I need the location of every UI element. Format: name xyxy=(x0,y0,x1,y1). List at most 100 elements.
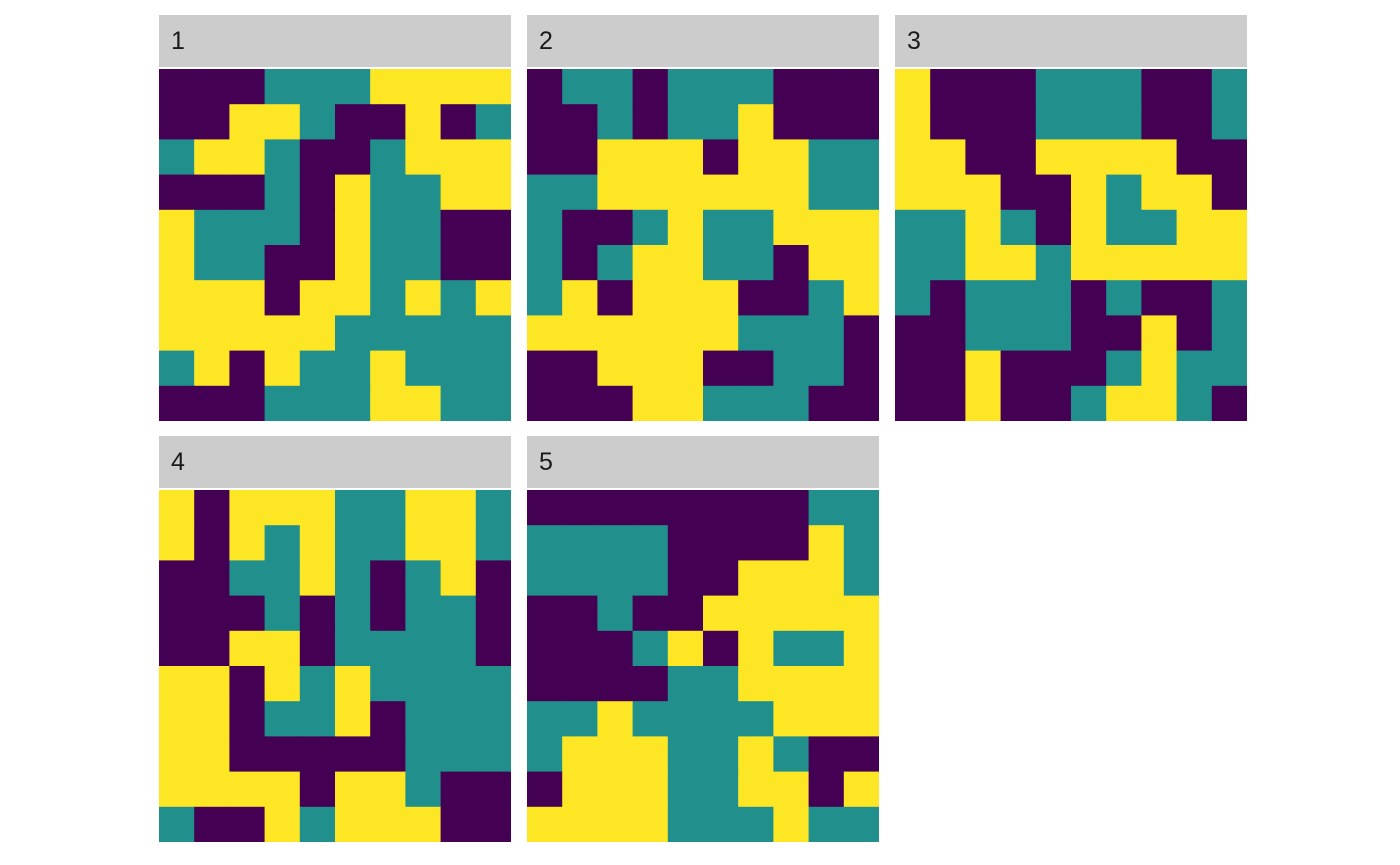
heatmap-cell xyxy=(370,701,406,737)
heatmap-cell xyxy=(1176,385,1213,421)
heatmap-cell xyxy=(229,209,266,246)
heatmap-cell xyxy=(1071,139,1107,176)
heatmap-cell xyxy=(527,385,563,421)
heatmap-cell xyxy=(597,666,634,702)
heatmap-cell xyxy=(965,209,1002,246)
heatmap-cell xyxy=(1035,385,1072,421)
heatmap-cell xyxy=(194,350,230,387)
heatmap-cell xyxy=(667,736,704,773)
heatmap-cell xyxy=(405,560,442,597)
heatmap-cell xyxy=(843,315,879,352)
heatmap-cell xyxy=(370,736,406,773)
heatmap-cell xyxy=(808,736,845,773)
heatmap-cell xyxy=(843,209,879,246)
heatmap-cell xyxy=(667,560,704,597)
heatmap-cell xyxy=(1035,69,1072,105)
heatmap-cell xyxy=(773,69,810,105)
facet-plot-area xyxy=(527,69,879,421)
heatmap-cell xyxy=(335,701,371,737)
heatmap-cell xyxy=(194,490,230,526)
heatmap-cell xyxy=(1106,139,1142,176)
heatmap-cell xyxy=(370,209,406,246)
heatmap-cell xyxy=(703,771,739,808)
heatmap-cell xyxy=(930,139,966,176)
heatmap-cell xyxy=(738,630,774,667)
heatmap-cell xyxy=(597,209,634,246)
heatmap-cell xyxy=(264,385,301,421)
heatmap-cell xyxy=(597,104,634,140)
heatmap-cell xyxy=(738,280,774,316)
heatmap-cell xyxy=(475,525,511,561)
heatmap-cell xyxy=(440,630,477,667)
heatmap-cell xyxy=(335,525,371,561)
heatmap-cell xyxy=(229,771,266,808)
heatmap-cell xyxy=(667,209,704,246)
facet-plot-area xyxy=(527,490,879,842)
heatmap-cell xyxy=(194,736,230,773)
heatmap-cell xyxy=(1211,315,1247,352)
heatmap-cell xyxy=(562,174,598,211)
heatmap-cell xyxy=(527,69,563,105)
heatmap-cell xyxy=(738,139,774,176)
heatmap-cell xyxy=(335,139,371,176)
heatmap-cell xyxy=(738,350,774,387)
heatmap-cell xyxy=(527,771,563,808)
heatmap-cell xyxy=(370,139,406,176)
heatmap-cell xyxy=(562,771,598,808)
heatmap-cell xyxy=(965,139,1002,176)
heatmap-cell xyxy=(843,560,879,597)
heatmap-cell xyxy=(1141,209,1178,246)
heatmap-cell xyxy=(1000,245,1037,281)
heatmap-cell xyxy=(335,209,371,246)
heatmap-cell xyxy=(299,104,336,140)
heatmap-cell xyxy=(527,174,563,211)
heatmap-cell xyxy=(1211,104,1247,140)
heatmap-cell xyxy=(632,525,669,561)
facet-strip-label: 4 xyxy=(171,448,185,476)
heatmap-cell xyxy=(1106,69,1142,105)
heatmap-cell xyxy=(335,315,371,352)
heatmap-cell xyxy=(194,209,230,246)
heatmap-cell xyxy=(264,280,301,316)
facet-strip: 2 xyxy=(527,15,879,67)
heatmap-cell xyxy=(738,69,774,105)
heatmap-cell xyxy=(562,701,598,737)
heatmap-cell xyxy=(405,630,442,667)
heatmap-cell xyxy=(667,174,704,211)
heatmap-cell xyxy=(808,139,845,176)
heatmap-cell xyxy=(440,490,477,526)
heatmap-cell xyxy=(703,315,739,352)
heatmap-cell xyxy=(335,245,371,281)
heatmap-svg xyxy=(159,490,511,842)
heatmap-cell xyxy=(1106,315,1142,352)
heatmap-cell xyxy=(965,280,1002,316)
heatmap-cell xyxy=(773,806,810,842)
heatmap-cell xyxy=(264,666,301,702)
heatmap-cell xyxy=(527,806,563,842)
heatmap-cell xyxy=(440,385,477,421)
heatmap-cell xyxy=(264,139,301,176)
heatmap-cell xyxy=(808,209,845,246)
heatmap-cell xyxy=(843,174,879,211)
heatmap-cell xyxy=(299,69,336,105)
heatmap-cell xyxy=(930,385,966,421)
heatmap-cell xyxy=(738,174,774,211)
heatmap-cell xyxy=(264,69,301,105)
heatmap-cell xyxy=(159,595,195,632)
heatmap-cell xyxy=(562,630,598,667)
heatmap-cell xyxy=(194,245,230,281)
heatmap-cell xyxy=(229,490,266,526)
heatmap-cell xyxy=(1141,104,1178,140)
heatmap-cell xyxy=(475,385,511,421)
heatmap-cell xyxy=(773,736,810,773)
heatmap-cell xyxy=(229,69,266,105)
heatmap-cell xyxy=(405,525,442,561)
heatmap-cell xyxy=(965,69,1002,105)
heatmap-cell xyxy=(667,490,704,526)
heatmap-cell xyxy=(440,209,477,246)
heatmap-cell xyxy=(335,595,371,632)
heatmap-cell xyxy=(527,350,563,387)
facet-plot-area xyxy=(159,69,511,421)
heatmap-cell xyxy=(632,385,669,421)
heatmap-cell xyxy=(405,595,442,632)
